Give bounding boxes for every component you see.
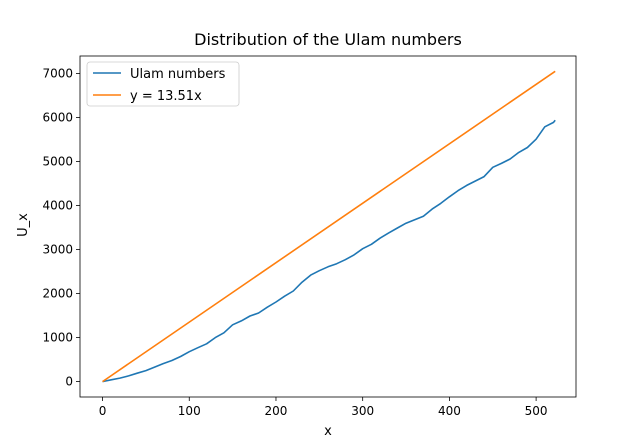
x-tick-label: 0 (99, 404, 107, 418)
x-tick-label: 100 (178, 404, 201, 418)
y-tick-label: 1000 (42, 331, 73, 345)
legend: Ulam numbers y = 13.51x (86, 61, 240, 107)
legend-label-0: Ulam numbers (130, 67, 226, 82)
legend-label-1: y = 13.51x (130, 89, 202, 104)
x-tick-label: 500 (525, 404, 548, 418)
y-tick-label: 5000 (42, 155, 73, 169)
y-axis-label: U_x (16, 213, 31, 237)
plot-area (102, 70, 556, 383)
series-line-1 (102, 70, 556, 383)
axes: 0 100 200 300 400 500010002000300040005000600… (42, 55, 577, 418)
legend-box (86, 61, 240, 107)
x-tick-label: 400 (438, 404, 461, 418)
y-tick-label: 7000 (42, 67, 73, 81)
y-tick-label: 0 (65, 375, 73, 389)
y-tick-label: 2000 (42, 287, 73, 301)
x-tick-label: 300 (351, 404, 374, 418)
x-tick-label: 200 (265, 404, 288, 418)
y-tick-label: 4000 (42, 199, 73, 213)
y-tick-label: 3000 (42, 243, 73, 257)
y-tick-label: 6000 (42, 111, 73, 125)
axes-frame (79, 55, 577, 398)
x-axis-label: x (324, 424, 332, 439)
chart-title: Distribution of the Ulam numbers (194, 30, 462, 49)
series-line-0 (102, 119, 556, 383)
